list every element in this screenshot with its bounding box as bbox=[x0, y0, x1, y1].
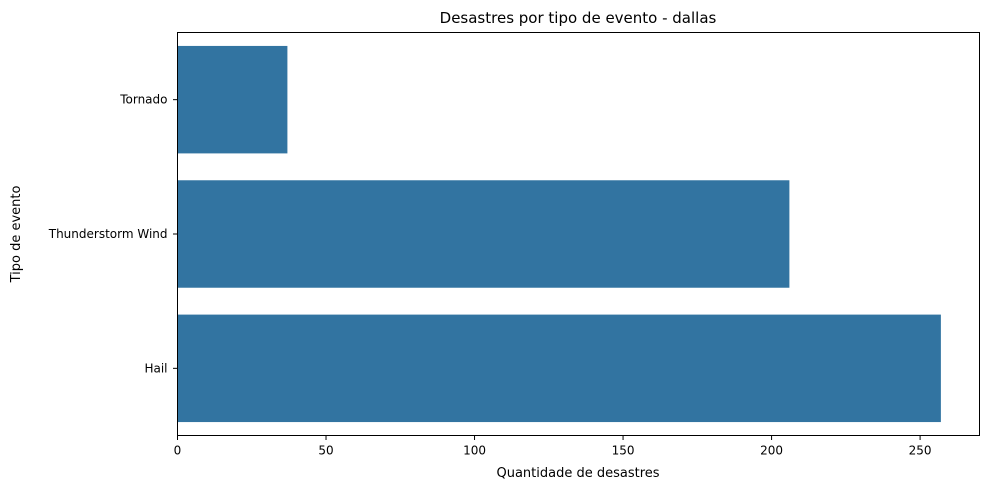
chart-title: Desastres por tipo de evento - dallas bbox=[440, 9, 717, 27]
x-axis-label: Quantidade de desastres bbox=[496, 466, 659, 481]
bar-tornado bbox=[177, 45, 288, 154]
y-axis-label: Tipo de evento bbox=[9, 186, 24, 284]
x-ticks-layer: 0 50 100 150 200 250 bbox=[174, 435, 932, 458]
x-tick-label: 200 bbox=[760, 444, 783, 458]
x-tick-label: 100 bbox=[463, 444, 486, 458]
y-tick-label: Tornado bbox=[119, 93, 167, 107]
x-tick-label: 150 bbox=[612, 444, 635, 458]
y-tick-label: Thunderstorm Wind bbox=[48, 227, 168, 241]
bar-thunderstorm-wind bbox=[177, 180, 790, 288]
y-ticks-layer: Tornado Thunderstorm Wind Hail bbox=[48, 93, 178, 375]
y-tick-label: Hail bbox=[144, 361, 167, 375]
x-tick-label: 0 bbox=[174, 444, 182, 458]
bars-layer bbox=[177, 45, 941, 423]
x-tick-label: 50 bbox=[318, 444, 333, 458]
x-tick-label: 250 bbox=[909, 444, 932, 458]
bar-hail bbox=[177, 314, 941, 423]
